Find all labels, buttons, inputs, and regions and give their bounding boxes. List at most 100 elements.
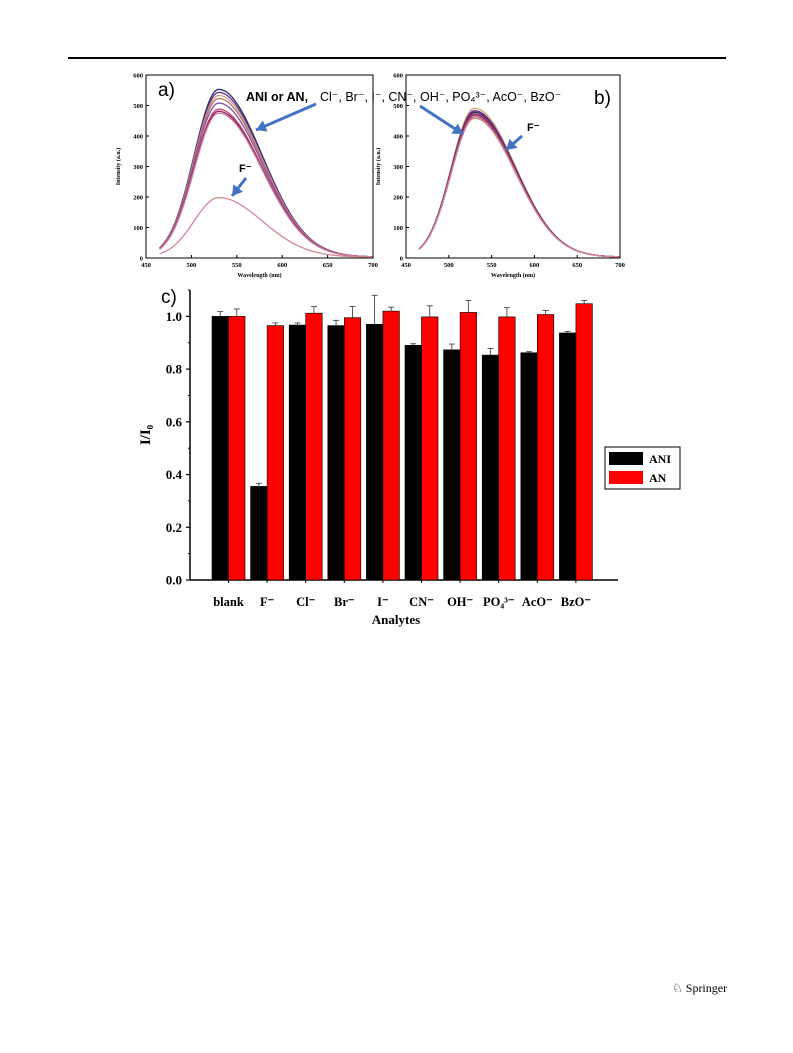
y-tick-label: 1.0: [166, 309, 182, 324]
springer-horse-icon: ♘: [672, 981, 683, 995]
legend: ANI AN: [604, 446, 681, 490]
category-label-0: blank: [213, 595, 244, 609]
arrow-b-main: [419, 104, 464, 136]
x-tick-label: 550: [232, 262, 242, 269]
category-label-4: I⁻: [377, 595, 389, 609]
bar-ani-5: [404, 345, 422, 581]
footer-brand-label: Springer: [685, 981, 728, 995]
y-tick-label: 0: [400, 256, 403, 263]
y-tick-label: 300: [393, 164, 403, 171]
bar-an-4: [382, 310, 400, 581]
category-label-7: PO₄³⁻: [483, 595, 515, 609]
bar-ani-7: [481, 354, 500, 581]
annotation-f-a: F⁻: [239, 163, 252, 175]
x-tick-label: 650: [572, 262, 582, 269]
arrow-a-main-shaft: [255, 102, 317, 132]
category-label-2: Cl⁻: [296, 595, 316, 609]
arrow-a-f: [230, 177, 248, 197]
bar-ani-0: [211, 316, 229, 581]
x-tick-label: 700: [615, 262, 625, 269]
panel-label-c: c): [161, 287, 177, 308]
spectrum-series-2: [418, 111, 620, 258]
y-tick-label: 500: [133, 103, 143, 110]
y-tick-label: 500: [393, 103, 403, 110]
bar-an-2: [305, 312, 323, 581]
y-tick-label: 400: [393, 134, 403, 141]
spectrum-series-7: [159, 112, 373, 258]
y-axis-label: Intensity (a.u.): [115, 148, 122, 186]
category-label-6: OH⁻: [447, 595, 473, 609]
x-axis-label: Wavelength (nm): [491, 272, 535, 279]
y-tick-label: 200: [133, 195, 143, 202]
bar-an-3: [343, 317, 362, 581]
legend-label-ani: ANI: [649, 452, 671, 466]
bar-an-8: [536, 314, 555, 581]
category-label-9: BzO⁻: [561, 595, 592, 609]
category-label-3: Br⁻: [334, 595, 355, 609]
bar-an-1: [266, 325, 284, 581]
x-tick-label: 450: [141, 262, 151, 269]
y-tick-label: 0.6: [166, 414, 183, 429]
category-label-8: AcO⁻: [522, 595, 553, 609]
bar-ani-4: [366, 323, 384, 581]
category-label-1: F⁻: [260, 595, 275, 609]
y-tick-label: 100: [133, 225, 143, 232]
spectrum-series-6: [159, 110, 373, 258]
bar-ani-9: [559, 332, 577, 581]
y-tick-label: 100: [393, 225, 403, 232]
bar-panel-c: 0.0 0.2 0.4 0.6 0.8 1.0 I/I₀ Analytes blank F⁻ Cl⁻…: [138, 289, 681, 627]
bar-ani-1: [250, 486, 268, 581]
bar-an-6: [459, 312, 477, 581]
footer-brand: ♘ Springer: [672, 981, 727, 996]
annotation-ani-or-an: ANI or AN,: [246, 90, 308, 104]
y-tick-label: 0.0: [166, 573, 182, 588]
x-tick-label: 450: [401, 262, 411, 269]
annotation-ion-list: Cl⁻, Br⁻, I⁻, CN⁻, OH⁻, PO₄³⁻, AcO⁻, BzO…: [320, 90, 561, 104]
bar-an-7: [498, 316, 516, 581]
y-tick-label: 0.4: [166, 467, 183, 482]
bar-ani-3: [327, 325, 345, 581]
y-tick-label: 0.2: [166, 520, 182, 535]
arrow-b-f: [505, 134, 523, 152]
x-tick-label: 600: [277, 262, 287, 269]
arrow-b-main-head: [451, 123, 463, 134]
x-tick-label: 500: [444, 262, 454, 269]
legend-swatch-ani: [609, 452, 643, 465]
spectrum-series-6: [418, 117, 620, 258]
y-tick-label: 300: [133, 164, 143, 171]
bar-ani-2: [288, 324, 307, 581]
y-axis-label: Intensity (a.u.): [375, 148, 382, 186]
x-tick-label: 500: [187, 262, 197, 269]
panel-label-a: a): [158, 80, 175, 101]
y-tick-label: 400: [133, 134, 143, 141]
bar-ani-6: [443, 349, 461, 581]
legend-label-an: AN: [649, 471, 667, 485]
arrow-a-main: [255, 102, 317, 132]
y-tick-label: 600: [133, 73, 143, 80]
y-axis-label: I/I₀: [138, 424, 154, 445]
x-tick-label: 700: [368, 262, 378, 269]
x-axis-label: Analytes: [372, 612, 420, 627]
y-tick-label: 0.8: [166, 362, 183, 377]
x-tick-label: 650: [323, 262, 333, 269]
bar-an-5: [421, 316, 439, 581]
spectrum-panel-a: 0 100 200 300 400 500 600 450 500 550 600 650 700 Wav…: [115, 73, 378, 280]
y-tick-label: 0: [140, 256, 143, 263]
arrow-a-f-head: [232, 184, 243, 196]
legend-swatch-an: [609, 471, 643, 484]
y-tick-label: 600: [393, 73, 403, 80]
bar-an-9: [575, 303, 593, 581]
annotation-f-b: F⁻: [527, 122, 540, 134]
x-axis-label: Wavelength (nm): [237, 272, 281, 279]
y-tick-label: 200: [393, 195, 403, 202]
arrow-b-f-head: [506, 138, 518, 150]
spectrum-series-4: [418, 114, 620, 258]
category-label-5: CN⁻: [409, 595, 434, 609]
bar-ani-8: [520, 352, 538, 581]
arrow-a-main-head: [256, 120, 268, 132]
x-tick-label: 550: [487, 262, 497, 269]
spectrum-series-8: [159, 196, 373, 258]
spectrum-panel-b: 0 100 200 300 400 500 600 450 500 550 600 650 700 Wav…: [375, 73, 625, 280]
x-tick-label: 600: [530, 262, 540, 269]
